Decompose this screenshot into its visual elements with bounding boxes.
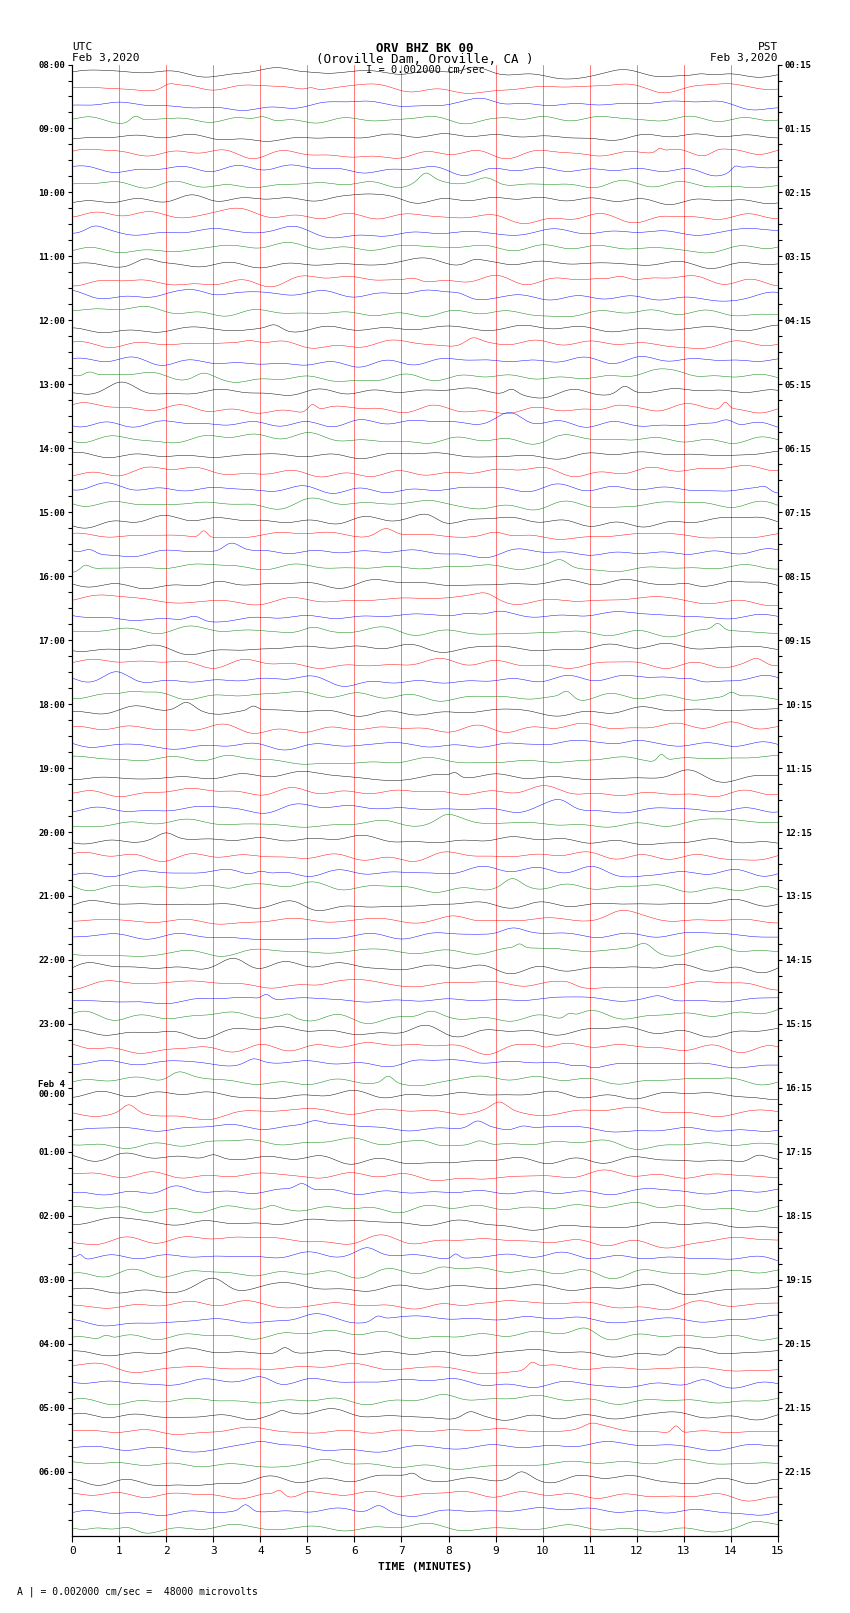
Text: I = 0.002000 cm/sec: I = 0.002000 cm/sec xyxy=(366,65,484,74)
X-axis label: TIME (MINUTES): TIME (MINUTES) xyxy=(377,1561,473,1571)
Text: A | = 0.002000 cm/sec =  48000 microvolts: A | = 0.002000 cm/sec = 48000 microvolts xyxy=(17,1586,258,1597)
Text: ORV BHZ BK 00: ORV BHZ BK 00 xyxy=(377,42,473,55)
Text: Feb 3,2020: Feb 3,2020 xyxy=(711,53,778,63)
Text: Feb 3,2020: Feb 3,2020 xyxy=(72,53,139,63)
Text: PST: PST xyxy=(757,42,778,52)
Text: UTC: UTC xyxy=(72,42,93,52)
Text: (Oroville Dam, Oroville, CA ): (Oroville Dam, Oroville, CA ) xyxy=(316,53,534,66)
